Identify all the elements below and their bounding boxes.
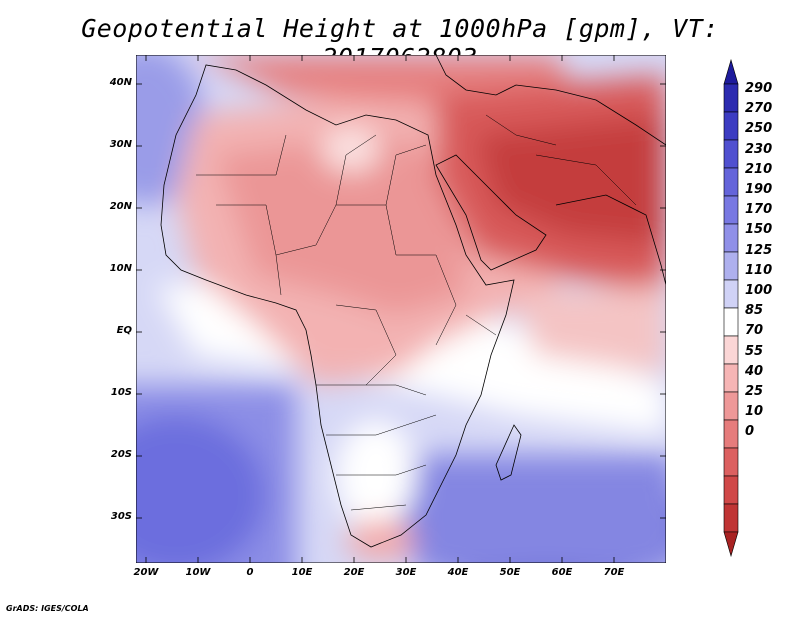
colorbar-cell [723,223,739,253]
colorbar-cell [723,335,739,365]
colorbar-cell [723,475,739,505]
credit-text: GrADS: IGES/COLA [6,604,89,613]
colorbar-label: 10 [745,404,764,420]
colorbar-label: 70 [745,323,764,339]
colorbar-cell [723,167,739,197]
lon-label: 40E [447,567,469,578]
country-borders [196,114,637,511]
lon-label: 10W [185,567,211,578]
colorbar-label: 0 [745,424,755,440]
colorbar-cell [723,391,739,421]
colorbar-label: 210 [745,161,773,177]
coastlines [160,55,666,548]
colorbar-cell [723,447,739,477]
lat-label: 40N [109,77,132,88]
colorbar-label: 100 [745,283,773,298]
colorbar-label: 150 [745,222,773,238]
colorbar-cell [723,279,739,309]
lat-label: EQ [116,325,132,336]
colorbar-top-arrow [723,58,739,85]
geopotential-map [135,54,667,564]
colorbar-label: 230 [745,141,773,157]
lat-label: 10S [110,387,132,398]
lon-label: 20E [343,567,365,578]
colorbar-cell [723,251,739,281]
colorbar-label: 290 [745,81,773,96]
lon-label: 60E [551,567,573,578]
lon-label: 10E [291,567,313,578]
colorbar-label: 55 [745,343,764,359]
colorbar-bottom-arrow [723,531,739,558]
colorbar-cell [723,419,739,449]
colorbar-cell [723,195,739,225]
lon-label: 30E [395,567,417,578]
colorbar-cell [723,139,739,169]
lon-label: 20W [133,567,159,578]
lon-label: 70E [603,567,625,578]
colorbar-cell [723,363,739,393]
colorbar-label: 190 [745,182,773,197]
lat-label: 20S [110,449,132,460]
lon-label: 50E [499,567,521,578]
lat-label: 30N [109,139,132,150]
colorbar-cell [723,503,739,533]
lat-label: 10N [109,263,132,274]
colorbar-label: 250 [745,121,773,137]
colorbar-label: 25 [745,384,764,399]
colorbar-cell [723,111,739,141]
colorbar-cell [723,83,739,113]
lat-label: 30S [110,511,132,522]
map-panel [135,54,667,564]
colorbar-cell [723,307,739,337]
colorbar [723,58,739,558]
colorbar-label: 85 [745,303,764,319]
colorbar-label: 170 [745,202,773,218]
lat-label: 20N [109,201,132,212]
lon-label: 0 [246,567,254,578]
colorbar-label: 40 [745,363,764,379]
colorbar-label: 270 [745,101,773,117]
field-contours [136,55,666,563]
colorbar-label: 125 [745,242,773,258]
colorbar-label: 110 [745,262,773,278]
axis-ticks [136,55,666,563]
